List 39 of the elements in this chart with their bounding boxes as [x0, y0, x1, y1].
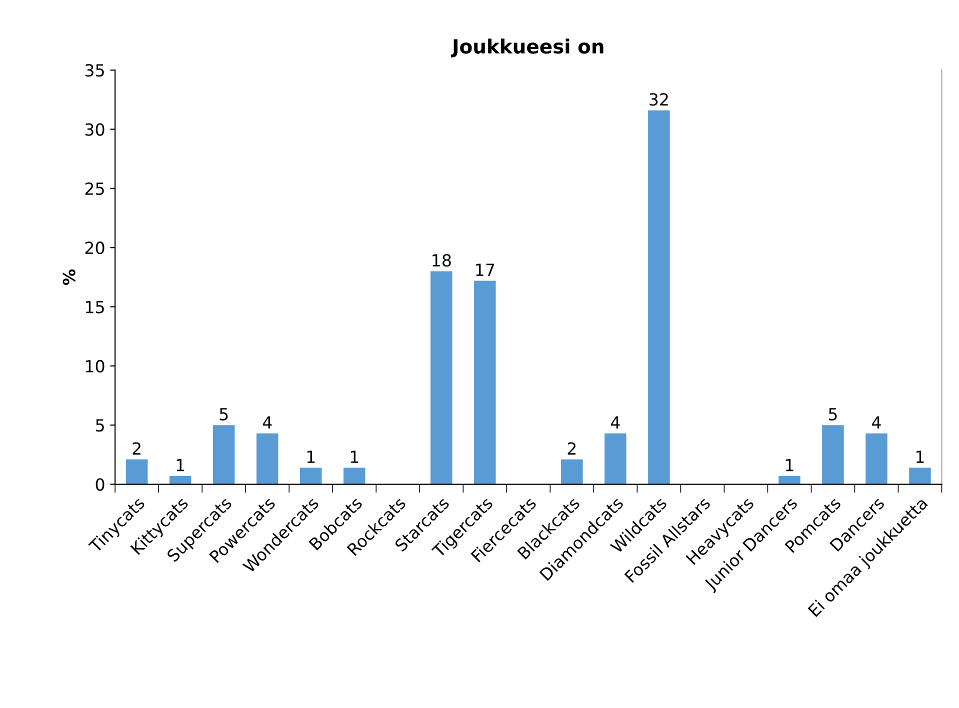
- data-label: 32: [650, 93, 668, 106]
- data-label: 5: [220, 408, 228, 420]
- bar: [866, 433, 888, 484]
- bar: [300, 468, 322, 484]
- y-tick-label: 10: [86, 360, 104, 373]
- data-label: 1: [307, 450, 315, 463]
- y-tick-label: 35: [85, 64, 104, 77]
- data-label: 1: [916, 450, 924, 463]
- bar: [778, 476, 800, 484]
- bar: [561, 459, 583, 484]
- y-tick-label: 25: [85, 182, 104, 195]
- y-tick-label: 15: [86, 300, 104, 314]
- data-label: 5: [828, 408, 837, 420]
- bar: [648, 110, 670, 484]
- bar: [430, 271, 452, 484]
- y-tick-label: 20: [85, 242, 104, 254]
- data-label: 2: [132, 442, 140, 455]
- y-axis-title: %: [62, 269, 76, 285]
- bar: [604, 433, 626, 484]
- data-label: 17: [476, 264, 494, 276]
- data-label: 4: [262, 416, 272, 429]
- data-label: 4: [610, 416, 620, 429]
- bar: [344, 468, 366, 484]
- bar: [256, 433, 278, 484]
- y-tick-label: 30: [85, 123, 104, 136]
- bar: [822, 425, 844, 484]
- y-tick-label: 5: [96, 419, 104, 432]
- data-label: 1: [176, 458, 184, 472]
- data-label: 2: [568, 442, 576, 455]
- y-tick-label: 0: [96, 478, 104, 491]
- bar: [212, 425, 235, 484]
- data-label: 18: [432, 254, 451, 267]
- chart-title: Joukkueesi on: [450, 38, 604, 58]
- data-label: 1: [786, 458, 794, 472]
- bar: [126, 459, 148, 484]
- bar: [909, 468, 931, 484]
- bar: [474, 280, 496, 484]
- data-label: 1: [350, 450, 358, 463]
- data-label: 4: [872, 416, 881, 429]
